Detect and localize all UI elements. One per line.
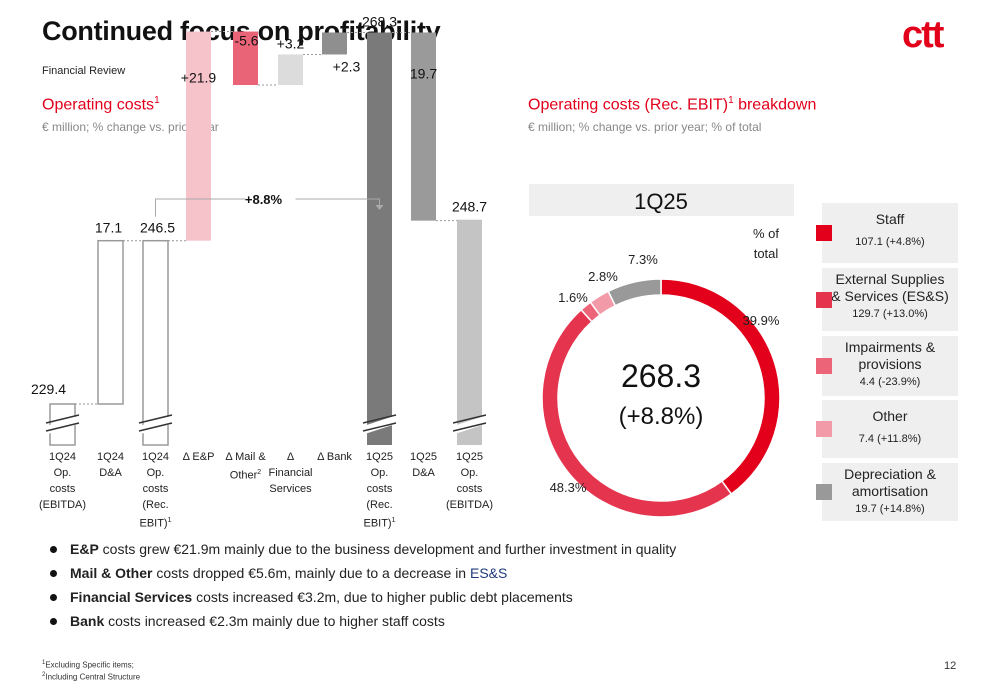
bullet-item: E&P costs grew €21.9m mainly due to the …	[50, 539, 676, 563]
waterfall-bar	[186, 31, 211, 241]
bar-value-label: +3.2	[277, 35, 305, 51]
pct-total-label-1: % of	[753, 226, 779, 241]
axis-break-mark	[452, 414, 487, 434]
bar-value-label: 246.5	[140, 220, 175, 236]
legend-item: Depreciation & amortisation 19.7 (+14.8%)	[822, 463, 958, 521]
bar-value-label: +21.9	[181, 70, 217, 86]
x-axis-label: Δ Financial Services	[268, 451, 313, 495]
legend-name: Depreciation & amortisation	[844, 466, 936, 499]
legend-item: Other 7.4 (+11.8%)	[822, 400, 958, 458]
axis-break-mark	[138, 414, 173, 434]
waterfall-bar	[278, 54, 303, 86]
legend-item: Staff 107.1 (+4.8%)	[822, 203, 958, 263]
slice-pct-label: 1.6%	[558, 290, 588, 305]
bar-value-label: 248.7	[452, 199, 487, 215]
waterfall-bar	[97, 239, 124, 405]
bar-value-label: -5.6	[234, 33, 258, 49]
legend-name: Other	[872, 408, 908, 424]
legend-swatch	[816, 358, 832, 374]
x-axis-label: 1Q24 D&A	[97, 451, 124, 479]
legend-item: External Supplies & Services (ES&S) 129.7 …	[822, 268, 958, 331]
left-section-subtitle: € million; % change vs. prior year	[42, 120, 219, 134]
slice-pct-label: 39.9%	[743, 313, 780, 328]
period-header	[529, 184, 794, 216]
legend-value: 129.7 (+13.0%)	[852, 308, 928, 320]
waterfall-bar	[233, 31, 258, 86]
pct-total-label-2: total	[754, 246, 779, 261]
growth-bridge: +8.8%	[155, 190, 384, 217]
x-axis-label: Δ Bank	[317, 451, 352, 463]
waterfall-bar	[411, 32, 436, 221]
x-axis-label: Δ E&P	[182, 451, 215, 463]
footnote-1: 1Excluding Specific items;	[42, 660, 134, 670]
legend-swatch	[816, 225, 832, 241]
legend-name: Staff	[875, 211, 905, 227]
legend-swatch	[816, 291, 832, 308]
legend-value: 107.1 (+4.8%)	[855, 236, 925, 248]
donut-center-change: (+8.8%)	[619, 403, 704, 430]
bar-value-label: 268.3	[362, 14, 397, 30]
slice-pct-label: 48.3%	[550, 480, 587, 495]
axis-break-mark	[362, 414, 397, 434]
axis-break-mark	[45, 414, 80, 434]
waterfall-bar	[322, 32, 347, 55]
bar-value-label: 17.1	[95, 220, 122, 236]
legend-name: Impairments & provisions	[844, 339, 936, 372]
x-axis-label: 1Q24 Op. costs (EBITDA)	[38, 451, 87, 511]
x-axis-label: 1Q25 D&A	[410, 451, 437, 479]
slice-pct-label: 7.3%	[628, 252, 658, 267]
legend-item: Impairments & provisions 4.4 (-23.9%)	[822, 336, 958, 396]
commentary-list: E&P costs grew €21.9m mainly due to the …	[50, 539, 676, 635]
x-axis-label: Δ Mail & Other2	[225, 451, 266, 482]
page-number: 12	[944, 660, 957, 672]
bullet-item: Bank costs increased €2.3m mainly due to…	[50, 611, 676, 635]
legend-value: 7.4 (+11.8%)	[858, 433, 922, 445]
x-axis-label: 1Q24 Op. costs (Rec. EBIT)1	[139, 451, 172, 530]
legend-value: 4.4 (-23.9%)	[859, 376, 921, 388]
waterfall-bar	[367, 32, 392, 445]
period-label: 1Q25	[634, 189, 688, 214]
bullet-item: Financial Services costs increased €3.2m…	[50, 587, 676, 611]
page-subtitle: Financial Review	[42, 65, 126, 77]
bar-value-label: 229.4	[31, 381, 66, 397]
legend-swatch	[816, 484, 832, 500]
growth-label: +8.8%	[245, 192, 283, 207]
right-section-title: Operating costs (Rec. EBIT)1 breakdown	[528, 95, 817, 114]
waterfall-bar	[142, 239, 169, 446]
x-axis-label: 1Q25 Op. costs (EBITDA)	[445, 451, 494, 511]
donut-slice	[607, 278, 662, 307]
ctt-logo: ctt	[902, 14, 944, 56]
waterfall-bar	[457, 219, 482, 445]
right-section-subtitle: € million; % change vs. prior year; % of…	[528, 120, 762, 134]
legend-value: 19.7 (+14.8%)	[855, 503, 925, 515]
legend-swatch	[816, 421, 832, 437]
bullet-item: Mail & Other costs dropped €5.6m, mainly…	[50, 563, 676, 587]
left-section-title: Operating costs1	[42, 95, 160, 114]
legend-name: External Supplies & Services (ES&S)	[831, 271, 949, 304]
slice-pct-label: 2.8%	[588, 269, 618, 284]
donut-center-value: 268.3	[621, 358, 701, 394]
footnote-2: 2Including Central Structure	[42, 672, 141, 682]
bar-value-label: 19.7	[410, 66, 437, 82]
bar-value-label: +2.3	[333, 58, 361, 74]
x-axis-label: 1Q25 Op. costs (Rec. EBIT)1	[363, 451, 396, 530]
